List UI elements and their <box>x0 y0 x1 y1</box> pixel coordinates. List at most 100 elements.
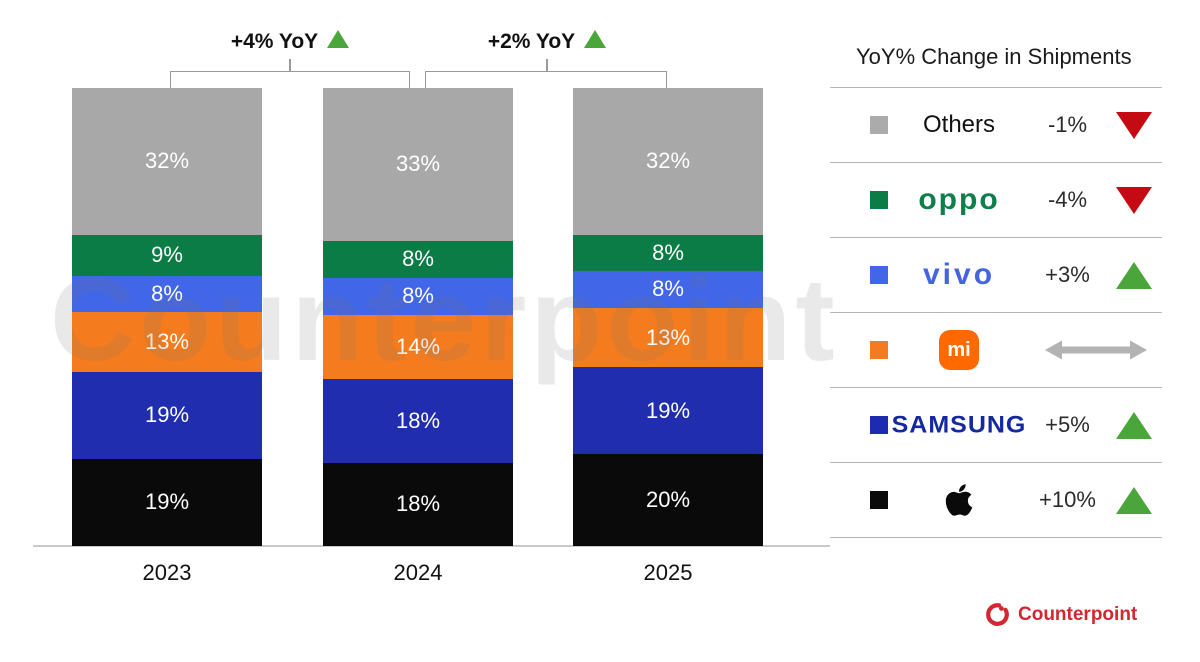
change-others: -1% <box>1047 112 1088 137</box>
segment-apple-2024: 18% <box>323 462 513 546</box>
swatch-cell <box>830 491 888 509</box>
logo-cell: mi <box>888 330 1030 370</box>
color-swatch-samsung <box>870 416 888 434</box>
brand-logo: Counterpoint <box>984 601 1137 628</box>
indicator-cell <box>1105 261 1162 289</box>
change-vivo: +3% <box>1045 262 1090 287</box>
segment-value-label: 32% <box>144 148 190 174</box>
segment-oppo-2025: 8% <box>573 234 763 272</box>
segment-value-label: 19% <box>144 402 190 428</box>
color-swatch-xiaomi <box>870 341 888 359</box>
segment-value-label: 8% <box>151 281 183 307</box>
up-triangle-icon <box>1115 261 1152 289</box>
up-triangle-icon <box>327 30 350 48</box>
logo-cell: vivo <box>888 258 1030 292</box>
segment-value-label: 18% <box>395 491 441 517</box>
indicator-cell <box>1030 337 1162 363</box>
segment-oppo-2024: 8% <box>323 240 513 278</box>
change-oppo: -4% <box>1047 187 1088 212</box>
segment-value-label: 9% <box>151 242 183 268</box>
down-triangle-icon <box>1115 111 1152 139</box>
segment-oppo-2023: 9% <box>72 234 262 276</box>
bracket-stem <box>546 59 548 71</box>
indicator-cell <box>1105 411 1162 439</box>
segment-xiaomi-2024: 14% <box>323 314 513 380</box>
axis-label-2025: 2025 <box>643 560 693 585</box>
legend-row-samsung: SAMSUNG +5% <box>830 388 1162 463</box>
logo-cell <box>888 482 1030 518</box>
up-triangle-icon <box>584 30 607 48</box>
color-swatch-others <box>870 116 888 134</box>
segment-value-label: 18% <box>395 408 441 434</box>
samsung-logo: SAMSUNG <box>891 411 1027 438</box>
bar-2023: 32% 9% 8% 13% 19% 19% <box>72 88 262 546</box>
vivo-logo: vivo <box>922 258 996 291</box>
legend-row-vivo: vivo +3% <box>830 238 1162 313</box>
yoy-annotation-label: +2% YoY <box>487 30 576 53</box>
segment-others-2023: 32% <box>72 88 262 235</box>
swatch-cell <box>830 266 888 284</box>
swatch-cell <box>830 191 888 209</box>
indicator-cell <box>1105 111 1162 139</box>
segment-value-label: 8% <box>652 239 684 265</box>
flat-double-arrow-icon <box>1045 340 1147 360</box>
up-triangle-icon <box>1115 411 1152 439</box>
x-axis-line <box>33 545 830 547</box>
segment-samsung-2023: 19% <box>72 371 262 459</box>
segment-value-label: 8% <box>652 276 684 302</box>
up-triangle-icon <box>1115 486 1152 514</box>
segment-value-label: 19% <box>144 489 190 515</box>
yoy-annotation-2023-2024: +4% YoY <box>170 30 410 54</box>
axis-label-2023: 2023 <box>142 560 192 585</box>
segment-samsung-2025: 19% <box>573 367 763 455</box>
segment-vivo-2023: 8% <box>72 275 262 313</box>
counterpoint-icon <box>986 603 1009 626</box>
xiaomi-logo: mi <box>939 330 979 370</box>
segment-apple-2023: 19% <box>72 458 262 546</box>
oppo-logo: oppo <box>918 183 1000 216</box>
segment-xiaomi-2025: 13% <box>573 307 763 368</box>
bracket-stem <box>289 59 291 71</box>
legend-title: YoY% Change in Shipments <box>856 44 1132 69</box>
indicator-cell <box>1105 186 1162 214</box>
bracket-1 <box>170 71 410 88</box>
legend-row-xiaomi: mi <box>830 313 1162 388</box>
indicator-cell <box>1105 486 1162 514</box>
change-apple: +10% <box>1039 487 1096 512</box>
segment-xiaomi-2023: 13% <box>72 312 262 372</box>
segment-value-label: 19% <box>645 397 691 423</box>
legend-row-others: Others -1% <box>830 88 1162 163</box>
bracket-2 <box>425 71 667 88</box>
color-swatch-apple <box>870 491 888 509</box>
others-label: Others <box>922 111 996 138</box>
segment-others-2025: 32% <box>573 88 763 235</box>
segment-value-label: 14% <box>395 334 441 360</box>
color-swatch-oppo <box>870 191 888 209</box>
down-triangle-icon <box>1115 186 1152 214</box>
apple-logo-icon <box>945 484 973 516</box>
logo-cell: Others <box>888 111 1030 139</box>
segment-vivo-2025: 8% <box>573 271 763 308</box>
swatch-cell <box>830 416 888 434</box>
swatch-cell <box>830 341 888 359</box>
yoy-annotation-label: +4% YoY <box>230 30 319 53</box>
segment-vivo-2024: 8% <box>323 277 513 315</box>
logo-cell: oppo <box>888 183 1030 217</box>
swatch-cell <box>830 116 888 134</box>
legend-rows: Others -1% oppo -4% vivo +3% mi <box>830 87 1162 538</box>
segment-value-label: 33% <box>395 151 441 177</box>
color-swatch-vivo <box>870 266 888 284</box>
segment-value-label: 13% <box>144 329 190 355</box>
segment-value-label: 20% <box>645 487 691 513</box>
legend-row-apple: +10% <box>830 463 1162 538</box>
segment-value-label: 32% <box>645 148 691 174</box>
legend-row-oppo: oppo -4% <box>830 163 1162 238</box>
segment-value-label: 13% <box>645 324 691 350</box>
segment-apple-2025: 20% <box>573 454 763 546</box>
yoy-annotation-2024-2025: +2% YoY <box>425 30 669 54</box>
chart-area: +4% YoY +2% YoY 32% 9% 8% 13% 19% 19% 33% 8% 8% 1… <box>33 30 830 585</box>
logo-cell: SAMSUNG <box>888 411 1030 440</box>
segment-others-2024: 33% <box>323 88 513 241</box>
axis-label-2024: 2024 <box>393 560 443 585</box>
